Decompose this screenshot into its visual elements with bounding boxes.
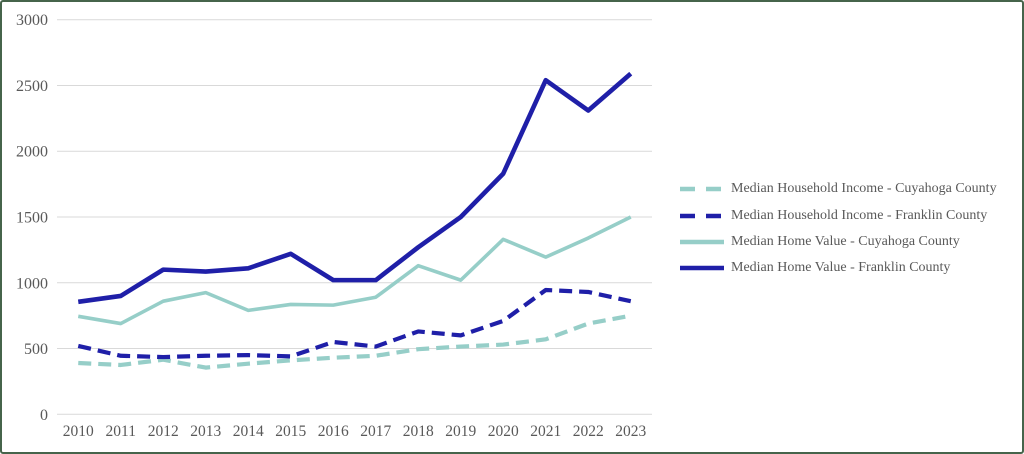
legend-label: Median Home Value - Franklin County [731,260,951,276]
x-tick-label: 2017 [360,423,391,440]
y-tick-label: 0 [40,407,48,424]
legend-item: Median Home Value - Cuyahoga County [679,229,997,255]
legend-item: Median Household Income - Franklin Count… [679,202,997,228]
y-tick-label: 2500 [16,78,48,95]
x-tick-label: 2010 [63,423,94,440]
x-axis-tick-labels: 2010 2011 2012 2013 2014 2015 2016 2017 2018 2019… [63,423,647,440]
series-line [78,313,632,370]
x-tick-label: 2018 [403,423,434,440]
legend-label: Median Household Income - Cuyahoga Count… [731,181,997,197]
legend-label: Median Home Value - Cuyahoga County [731,233,960,249]
x-tick-label: 2021 [530,423,561,440]
x-tick-label: 2014 [233,423,264,440]
x-tick-label: 2015 [275,423,306,440]
x-tick-label: 2013 [190,423,221,440]
x-tick-label: 2020 [488,423,519,440]
legend-line-sample-solid-navy [680,266,724,271]
y-tick-label: 1500 [16,210,48,227]
y-tick-label: 2000 [16,144,48,161]
chart-legend: Median Household Income - Cuyahoga Count… [679,176,997,282]
legend-item: Median Home Value - Franklin County [679,255,997,281]
legend-line-sample-solid-teal [680,239,724,245]
chart-series-lines [77,71,633,370]
y-tick-label: 3000 [16,12,48,29]
series-line [77,71,633,305]
x-tick-label: 2016 [318,423,349,440]
x-tick-label: 2011 [106,423,136,440]
y-axis-tick-labels: 0 500 1000 1500 2000 2500 3000 [16,12,48,424]
gridlines [57,19,652,415]
series-line [77,215,632,326]
legend-label: Median Household Income - Franklin Count… [731,207,988,223]
x-tick-label: 2022 [573,423,604,440]
x-tick-label: 2019 [445,423,476,440]
x-tick-label: 2012 [148,423,179,440]
legend-line-sample-dashed-navy [680,213,724,218]
y-tick-label: 500 [24,341,48,358]
y-tick-label: 1000 [16,275,48,292]
legend-line-sample-dashed-teal [680,186,724,192]
legend-item: Median Household Income - Cuyahoga Count… [679,176,997,202]
x-tick-label: 2023 [615,423,646,440]
